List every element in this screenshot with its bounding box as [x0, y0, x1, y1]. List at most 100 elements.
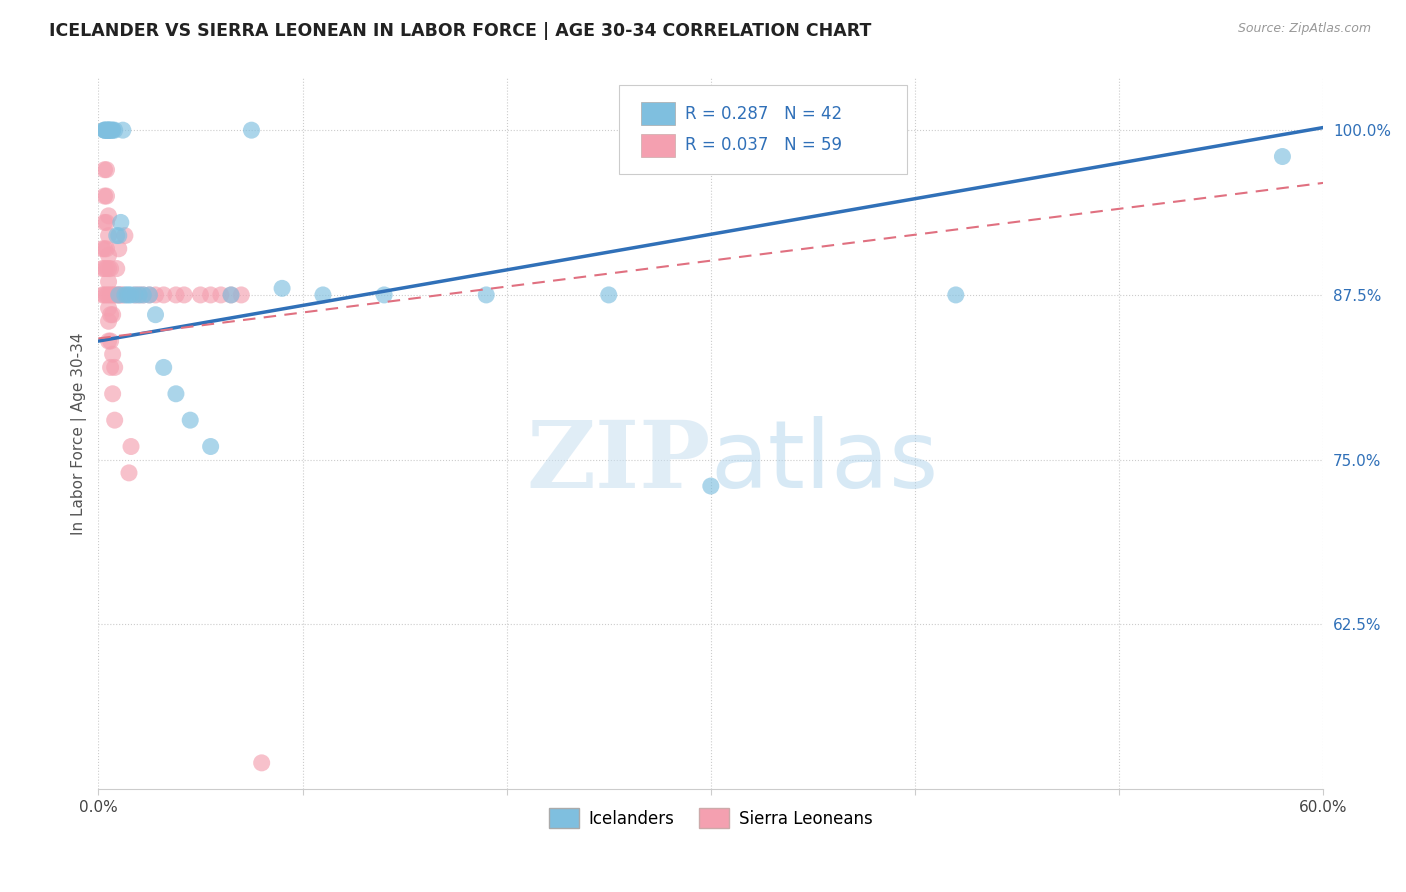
Point	[124, 288, 146, 302]
Point	[120, 440, 142, 454]
Point	[1271, 149, 1294, 163]
Point	[179, 413, 201, 427]
Point	[190, 288, 212, 302]
Y-axis label: In Labor Force | Age 30-34: In Labor Force | Age 30-34	[72, 332, 87, 534]
Point	[100, 334, 122, 348]
Point	[475, 288, 498, 302]
Point	[165, 386, 187, 401]
Point	[598, 288, 620, 302]
Point	[101, 288, 124, 302]
Point	[97, 334, 120, 348]
Point	[138, 288, 160, 302]
Point	[100, 123, 122, 137]
Point	[96, 162, 118, 177]
Point	[101, 308, 124, 322]
Point	[209, 288, 232, 302]
Point	[97, 123, 120, 137]
Point	[107, 288, 129, 302]
Text: ZIP: ZIP	[527, 417, 711, 507]
Point	[250, 756, 273, 770]
Point	[138, 288, 160, 302]
Point	[100, 308, 122, 322]
Point	[107, 288, 129, 302]
Point	[97, 123, 120, 137]
Point	[231, 288, 253, 302]
Point	[110, 288, 132, 302]
Point	[101, 386, 124, 401]
Point	[101, 123, 124, 137]
Point	[93, 123, 115, 137]
Point	[118, 466, 141, 480]
Point	[120, 288, 142, 302]
Point	[118, 288, 141, 302]
Point	[105, 288, 128, 302]
Point	[111, 123, 134, 137]
Point	[104, 360, 127, 375]
Point	[240, 123, 263, 137]
Point	[96, 123, 118, 137]
Point	[110, 215, 132, 229]
Point	[97, 275, 120, 289]
Point	[93, 123, 115, 137]
Point	[107, 242, 129, 256]
Point	[93, 123, 115, 137]
Point	[373, 288, 395, 302]
Point	[128, 288, 150, 302]
Bar	[641, 102, 675, 125]
Point	[219, 288, 242, 302]
Point	[114, 288, 136, 302]
Point	[93, 189, 115, 203]
Point	[97, 248, 120, 262]
Point	[96, 123, 118, 137]
Text: R = 0.037   N = 59: R = 0.037 N = 59	[685, 136, 842, 154]
Point	[93, 162, 115, 177]
Text: atlas: atlas	[711, 416, 939, 508]
Point	[145, 308, 167, 322]
Point	[945, 288, 967, 302]
Point	[93, 261, 115, 276]
Point	[200, 288, 222, 302]
Point	[165, 288, 187, 302]
Point	[104, 413, 127, 427]
Point	[312, 288, 335, 302]
Point	[96, 242, 118, 256]
Bar	[641, 134, 675, 157]
Point	[96, 189, 118, 203]
Point	[101, 347, 124, 361]
Point	[145, 288, 167, 302]
Point	[91, 242, 114, 256]
Point	[93, 215, 115, 229]
Point	[111, 288, 134, 302]
Point	[97, 288, 120, 302]
Point	[100, 360, 122, 375]
Point	[104, 288, 127, 302]
Point	[97, 209, 120, 223]
Point	[115, 288, 138, 302]
Legend: Icelanders, Sierra Leoneans: Icelanders, Sierra Leoneans	[541, 802, 880, 834]
Text: ICELANDER VS SIERRA LEONEAN IN LABOR FORCE | AGE 30-34 CORRELATION CHART: ICELANDER VS SIERRA LEONEAN IN LABOR FOR…	[49, 22, 872, 40]
Point	[97, 228, 120, 243]
Point	[104, 123, 127, 137]
Point	[100, 261, 122, 276]
Point	[97, 123, 120, 137]
Point	[97, 123, 120, 137]
Point	[100, 123, 122, 137]
Text: R = 0.287   N = 42: R = 0.287 N = 42	[685, 104, 842, 123]
Point	[97, 301, 120, 315]
Point	[97, 261, 120, 276]
Point	[107, 228, 129, 243]
Point	[93, 288, 115, 302]
Point	[93, 242, 115, 256]
Point	[96, 215, 118, 229]
Point	[271, 281, 294, 295]
Point	[700, 479, 723, 493]
Point	[114, 228, 136, 243]
Point	[91, 261, 114, 276]
Point	[96, 288, 118, 302]
Point	[97, 314, 120, 328]
Point	[200, 440, 222, 454]
Point	[124, 288, 146, 302]
Point	[152, 288, 174, 302]
FancyBboxPatch shape	[619, 85, 907, 174]
Point	[96, 261, 118, 276]
